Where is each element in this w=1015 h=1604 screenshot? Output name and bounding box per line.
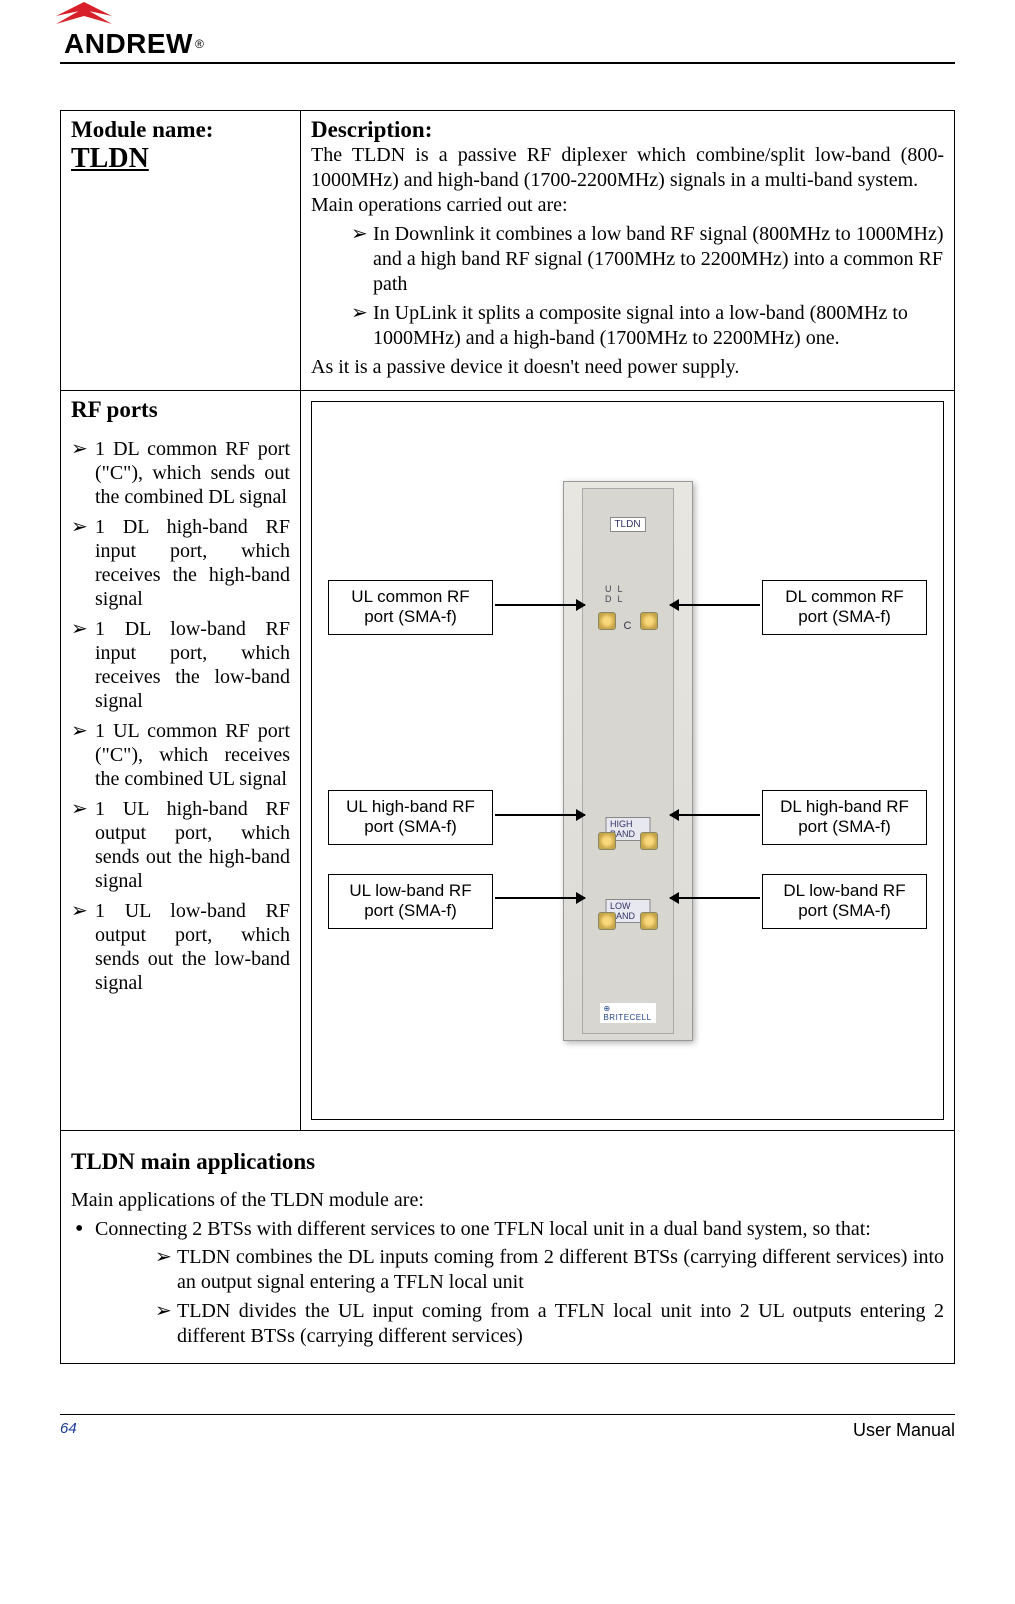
port-ul-lowband-icon bbox=[598, 912, 616, 930]
description-bullet: In UpLink it splits a composite signal i… bbox=[351, 301, 944, 351]
description-intro: The TLDN is a passive RF diplexer which … bbox=[311, 144, 944, 191]
rf-port-item: 1 DL low-band RF input port, which recei… bbox=[71, 617, 290, 713]
description-body: The TLDN is a passive RF diplexer which … bbox=[311, 143, 944, 380]
label-dl-highband: DL high-band RF port (SMA-f) bbox=[762, 790, 927, 845]
applications-title: TLDN main applications bbox=[71, 1149, 944, 1175]
description-label: Description: bbox=[311, 117, 944, 143]
swoosh-icon bbox=[54, 2, 114, 32]
port-ul-common-icon bbox=[598, 612, 616, 630]
brand-logo: ANDREW ® bbox=[60, 10, 204, 60]
rf-port-item: 1 UL low-band RF output port, which send… bbox=[71, 899, 290, 995]
description-ops-label: Main operations carried out are: bbox=[311, 194, 568, 216]
rf-port-item: 1 DL common RF port ("C"), which sends o… bbox=[71, 437, 290, 509]
applications-outer-item: Connecting 2 BTSs with different service… bbox=[71, 1218, 944, 1349]
arrow-icon bbox=[495, 814, 585, 816]
page-header: ANDREW ® bbox=[60, 0, 955, 80]
content-table: Module name: TLDN Description: The TLDN … bbox=[60, 110, 955, 1364]
description-bullet: In Downlink it combines a low band RF si… bbox=[351, 222, 944, 297]
diagram-cell: TLDN UL DL C HIGH BAND LOW BAND ⊕ BRITEC… bbox=[301, 391, 955, 1131]
port-dl-highband-icon bbox=[640, 832, 658, 850]
footer-rule bbox=[60, 1414, 955, 1415]
applications-intro: Main applications of the TLDN module are… bbox=[71, 1189, 944, 1212]
module-label: Module name: bbox=[71, 117, 290, 143]
ul-dl-label: UL DL bbox=[605, 584, 650, 604]
page-footer: 64 User Manual bbox=[60, 1414, 955, 1454]
applications-inner-list: TLDN combines the DL inputs coming from … bbox=[155, 1245, 944, 1349]
applications-outer-list: Connecting 2 BTSs with different service… bbox=[71, 1218, 944, 1349]
arrow-icon bbox=[495, 897, 585, 899]
applications-inner-item: TLDN divides the UL input coming from a … bbox=[155, 1299, 944, 1349]
brand-name: ANDREW bbox=[64, 28, 193, 60]
label-ul-highband: UL high-band RF port (SMA-f) bbox=[328, 790, 493, 845]
label-ul-common: UL common RF port (SMA-f) bbox=[328, 580, 493, 635]
rf-port-item: 1 UL common RF port ("C"), which receive… bbox=[71, 719, 290, 791]
applications-inner-item: TLDN combines the DL inputs coming from … bbox=[155, 1245, 944, 1295]
label-dl-lowband: DL low-band RF port (SMA-f) bbox=[762, 874, 927, 929]
arrow-icon bbox=[670, 897, 760, 899]
arrow-icon bbox=[670, 814, 760, 816]
port-dl-common-icon bbox=[640, 612, 658, 630]
module-name: TLDN bbox=[71, 143, 290, 175]
device-label: TLDN bbox=[609, 517, 645, 532]
c-label: C bbox=[624, 620, 632, 632]
module-cell: Module name: TLDN bbox=[61, 111, 301, 391]
page-number: 64 bbox=[60, 1420, 77, 1437]
britecell-label: ⊕ BRITECELL bbox=[599, 1003, 655, 1023]
arrow-icon bbox=[495, 604, 585, 606]
label-ul-lowband: UL low-band RF port (SMA-f) bbox=[328, 874, 493, 929]
rf-port-item: 1 UL high-band RF output port, which sen… bbox=[71, 797, 290, 893]
page: ANDREW ® Module name: TLDN Description: … bbox=[0, 0, 1015, 1454]
registered-icon: ® bbox=[195, 37, 204, 51]
rf-ports-list: 1 DL common RF port ("C"), which sends o… bbox=[71, 437, 290, 995]
device-module: TLDN UL DL C HIGH BAND LOW BAND ⊕ BRITEC… bbox=[563, 481, 693, 1041]
port-dl-lowband-icon bbox=[640, 912, 658, 930]
port-ul-highband-icon bbox=[598, 832, 616, 850]
description-cell: Description: The TLDN is a passive RF di… bbox=[301, 111, 955, 391]
description-closing: As it is a passive device it doesn't nee… bbox=[311, 356, 739, 378]
rf-port-item: 1 DL high-band RF input port, which rece… bbox=[71, 515, 290, 611]
rf-ports-cell: RF ports 1 DL common RF port ("C"), whic… bbox=[61, 391, 301, 1131]
applications-outer-text: Connecting 2 BTSs with different service… bbox=[95, 1218, 871, 1240]
diagram-frame: TLDN UL DL C HIGH BAND LOW BAND ⊕ BRITEC… bbox=[311, 401, 944, 1120]
doc-title: User Manual bbox=[853, 1420, 955, 1441]
applications-cell: TLDN main applications Main applications… bbox=[61, 1131, 955, 1364]
label-dl-common: DL common RF port (SMA-f) bbox=[762, 580, 927, 635]
device-faceplate: TLDN UL DL C HIGH BAND LOW BAND ⊕ BRITEC… bbox=[582, 488, 674, 1034]
description-bullets: In Downlink it combines a low band RF si… bbox=[351, 222, 944, 351]
header-rule bbox=[60, 62, 955, 64]
rf-ports-title: RF ports bbox=[71, 397, 290, 423]
arrow-icon bbox=[670, 604, 760, 606]
